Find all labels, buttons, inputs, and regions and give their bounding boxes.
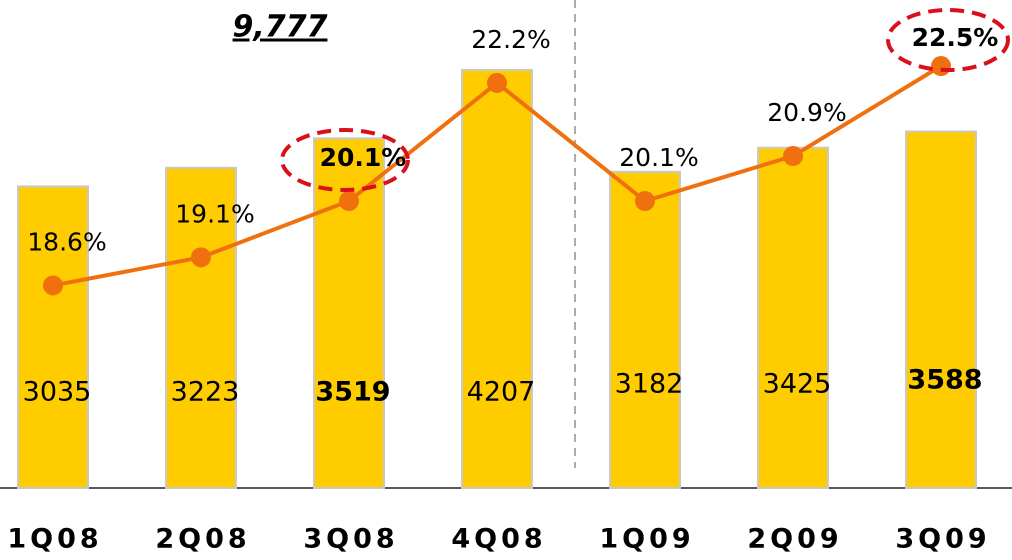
bar-value-label: 3519 [315,377,390,408]
bar-value-label: 3425 [763,369,832,400]
x-tick-label: 3Q08 [303,524,398,555]
line-value-label: 18.6% [27,227,106,256]
highlight-ring [280,128,410,192]
line-value-label: 20.1% [320,143,407,172]
line-point [191,247,211,268]
bar-value-label: 3223 [171,377,240,408]
bar [17,185,89,490]
bar-value-label: 3182 [615,369,684,400]
line-value-label: 22.5% [912,23,999,52]
line-point [43,275,63,296]
x-tick-label: 1Q09 [599,524,694,555]
bar [757,146,829,490]
line-value-label: 19.1% [175,199,254,228]
x-tick-label: 3Q09 [895,524,990,555]
bar [461,68,533,489]
x-tick-label: 2Q09 [747,524,842,555]
x-tick-label: 1Q08 [7,524,102,555]
bar [609,170,681,490]
marks: 1Q08 2Q08 3Q08 4Q08 1Q09 2Q09 3Q09 3035 3223 3519… [7,23,998,554]
line-point [931,56,951,77]
line-point [339,191,359,212]
bar [905,130,977,490]
highlight-ring [886,8,1010,72]
bar-value-label: 3588 [907,365,982,396]
bar-value-label: 4207 [467,377,536,408]
x-tick-label: 2Q08 [155,524,250,555]
annotation: 9,777 [233,10,328,45]
line-value-label: 20.1% [619,143,698,172]
line-value-label: 20.9% [767,98,846,127]
bar [165,166,237,489]
bar-value-label: 3035 [23,377,92,408]
line-point [635,191,655,212]
line-value-label: 22.2% [471,25,550,54]
line-point [487,72,507,93]
x-tick-label: 4Q08 [451,524,546,555]
line-point [783,146,803,167]
